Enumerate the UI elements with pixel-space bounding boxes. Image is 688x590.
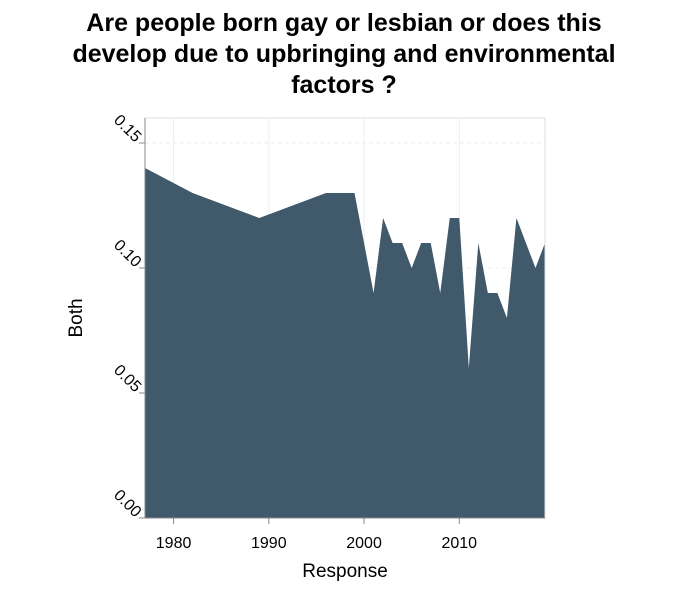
x-tick-label: 1980 [156, 535, 192, 552]
y-axis-label: Both [66, 298, 87, 337]
chart-title-line-2: develop due to upbringing and environmen… [72, 40, 616, 68]
y-tick-label: 0.10 [110, 237, 144, 271]
chart-title-line-1: Are people born gay or lesbian or does t… [86, 9, 602, 37]
x-axis-label: Response [302, 561, 388, 582]
x-tick-label: 2010 [441, 535, 477, 552]
x-tick-label: 2000 [346, 535, 382, 552]
chart-title: Are people born gay or lesbian or does t… [0, 8, 688, 101]
chart-title-line-3: factors ? [291, 71, 397, 99]
area-series [145, 168, 545, 518]
x-tick-label: 1990 [251, 535, 287, 552]
y-tick-label: 0.15 [110, 112, 144, 146]
y-tick-label: 0.00 [110, 487, 144, 521]
y-tick-label: 0.05 [110, 362, 144, 396]
